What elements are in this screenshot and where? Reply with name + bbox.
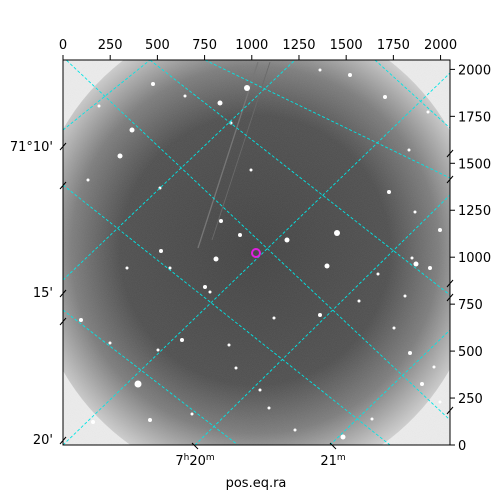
- star: [318, 68, 322, 72]
- star: [183, 94, 187, 98]
- star: [376, 272, 380, 276]
- star: [217, 100, 223, 106]
- left-dec-axis: 71°10' 15' 20': [10, 140, 454, 448]
- right-y-axis: 0 250 500 750 1000 1250 1500 1750 2000: [450, 63, 491, 454]
- dec-tick-label: 20': [33, 433, 53, 448]
- star: [408, 351, 412, 355]
- star: [125, 266, 129, 270]
- right-tick-label: 1250: [458, 204, 491, 219]
- star: [208, 290, 212, 294]
- right-tick-label: 1500: [458, 157, 491, 172]
- axes-frame: [62, 59, 451, 446]
- top-tick-label: 2000: [424, 38, 457, 53]
- satellite-trail: [197, 61, 259, 249]
- right-tick-label: 1000: [458, 251, 491, 266]
- star: [249, 168, 253, 172]
- star: [438, 400, 442, 404]
- star: [129, 127, 135, 133]
- star: [86, 178, 90, 182]
- star: [159, 249, 163, 253]
- star: [403, 294, 407, 298]
- top-tick-label: 0: [59, 38, 67, 53]
- star: [420, 382, 424, 386]
- star: [219, 219, 223, 223]
- star: [413, 261, 419, 267]
- star: [151, 82, 155, 86]
- ra-tick-label: 21m: [320, 453, 345, 469]
- star: [134, 380, 142, 388]
- star: [426, 110, 430, 114]
- x-axis-label: pos.eq.ra: [226, 476, 287, 491]
- star: [117, 153, 123, 159]
- satellite-trail: [211, 61, 271, 241]
- star: [97, 104, 101, 108]
- star: [227, 343, 231, 347]
- star: [79, 318, 83, 322]
- stars: [79, 68, 442, 440]
- star: [392, 326, 396, 330]
- star: [357, 299, 361, 303]
- dec-tick-label: 15': [33, 286, 53, 301]
- star: [244, 85, 250, 91]
- right-tick-label: 2000: [458, 63, 491, 78]
- star: [213, 256, 219, 262]
- star: [413, 210, 417, 214]
- top-tick-label: 500: [145, 38, 170, 53]
- right-tick-label: 250: [458, 392, 483, 407]
- star: [348, 73, 352, 77]
- star: [318, 313, 322, 317]
- top-tick-label: 1000: [235, 38, 268, 53]
- top-x-axis: 0 250 500 750 1000 1250 1500 1750 2000: [59, 38, 457, 60]
- star: [258, 388, 262, 392]
- star: [168, 266, 172, 270]
- star: [428, 266, 432, 270]
- star: [324, 263, 330, 269]
- top-tick-label: 1500: [330, 38, 363, 53]
- star: [334, 230, 340, 236]
- star: [180, 338, 184, 342]
- star: [284, 237, 290, 243]
- star: [387, 190, 391, 194]
- star: [370, 417, 374, 421]
- top-tick-label: 1250: [282, 38, 315, 53]
- sky-image: [63, 60, 450, 445]
- star: [148, 418, 152, 422]
- star: [91, 420, 95, 424]
- star: [203, 285, 207, 289]
- star: [190, 412, 194, 416]
- top-tick-label: 250: [98, 38, 123, 53]
- dec-tick-label: 71°10': [10, 140, 53, 155]
- star: [156, 348, 160, 352]
- star: [267, 406, 271, 410]
- star: [108, 341, 112, 345]
- star: [238, 233, 242, 237]
- top-tick-label: 1750: [377, 38, 410, 53]
- star: [438, 228, 442, 232]
- star: [432, 365, 436, 369]
- star: [340, 434, 346, 440]
- star: [383, 95, 387, 99]
- star: [234, 366, 238, 370]
- ra-tick-label: 7h20m: [175, 453, 214, 469]
- target-marker: [251, 248, 261, 258]
- right-tick-label: 500: [458, 345, 483, 360]
- top-tick-label: 750: [192, 38, 217, 53]
- bottom-ra-axis: 7h20m 21m pos.eq.ra: [175, 442, 346, 491]
- star: [293, 428, 297, 432]
- right-tick-label: 750: [458, 298, 483, 313]
- star: [272, 316, 276, 320]
- right-tick-label: 1750: [458, 110, 491, 125]
- coordinate-grid: [63, 60, 450, 445]
- star: [410, 256, 414, 260]
- right-tick-label: 0: [458, 439, 466, 454]
- star: [407, 148, 411, 152]
